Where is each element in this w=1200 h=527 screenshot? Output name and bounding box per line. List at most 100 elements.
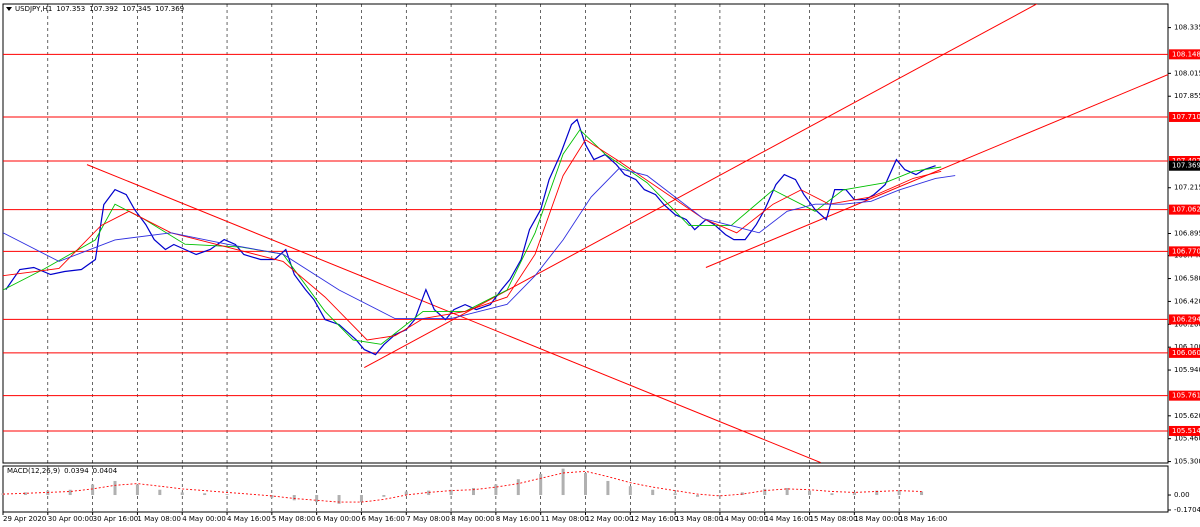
- level-label: 107.710: [1172, 113, 1200, 121]
- x-tick-label: 12 May 16:00: [630, 515, 678, 523]
- macd-bar: [471, 487, 475, 496]
- macd-bar: [315, 495, 319, 503]
- level-label-box: [1169, 425, 1200, 436]
- y-tick-label: 108.015: [1174, 69, 1200, 77]
- quote-value: 107.345: [122, 5, 151, 13]
- level-label-box: [1169, 49, 1200, 60]
- level-label-box: [1169, 390, 1200, 401]
- y-tick-label: 107.215: [1174, 184, 1200, 192]
- x-tick-label: 8 May 16:00: [496, 515, 540, 523]
- level-label: 106.060: [1172, 349, 1200, 357]
- macd-bar: [23, 492, 27, 496]
- macd-bar: [651, 489, 655, 496]
- macd-signal: [2, 470, 922, 503]
- price-line: [5, 118, 936, 356]
- macd-bar: [875, 490, 879, 496]
- macd-bar: [920, 491, 924, 496]
- level-label: 107.062: [1172, 206, 1200, 214]
- macd-bar: [516, 479, 520, 496]
- macd-bar: [696, 495, 700, 497]
- x-tick-label: 14 May 16:00: [765, 515, 813, 523]
- macd-bar: [270, 495, 274, 498]
- macd-bar: [382, 495, 386, 497]
- plot-area: [3, 4, 1168, 463]
- level-label: 105.761: [1172, 392, 1200, 400]
- level-label-box: [1169, 347, 1200, 358]
- macd-bar: [1, 493, 5, 496]
- quote-value: 0.0404: [93, 467, 118, 475]
- x-tick-label: 18 May 00:00: [854, 515, 902, 523]
- quote-value: 0.0394: [64, 467, 89, 475]
- macd-bar: [584, 473, 587, 496]
- macd-bar: [897, 490, 901, 496]
- macd-bar: [337, 495, 341, 504]
- moving-average: [3, 167, 956, 320]
- macd-bar: [763, 488, 767, 496]
- quote-value: 107.369: [155, 5, 184, 13]
- y-tick-label: 106.100: [1174, 343, 1200, 351]
- trendline: [705, 74, 1168, 268]
- macd-bar: [225, 494, 229, 496]
- x-tick-label: 4 May 16:00: [227, 515, 271, 523]
- indicator-name: MACD(12,26,9): [7, 467, 60, 475]
- macd-bar: [852, 492, 856, 496]
- y-tick-label: 106.580: [1174, 275, 1200, 283]
- macd-bar: [359, 495, 363, 503]
- x-tick-label: 1 May 08:00: [137, 515, 181, 523]
- level-label: 105.514: [1172, 427, 1200, 435]
- macd-bar: [673, 493, 677, 496]
- level-label: 106.294: [1172, 315, 1200, 323]
- y-tick-label: 106.420: [1174, 297, 1200, 305]
- x-tick-label: 30 Apr 00:00: [48, 515, 94, 523]
- current-price-label: 107.369: [1172, 162, 1200, 170]
- x-tick-label: 14 May 00:00: [720, 515, 768, 523]
- trendline: [364, 4, 1038, 369]
- x-tick-label: 11 May 08:00: [541, 515, 589, 523]
- macd-bar: [135, 484, 139, 496]
- x-tick-label: 13 May 08:00: [675, 515, 723, 523]
- macd-bar: [113, 480, 117, 496]
- macd-bar: [91, 484, 95, 496]
- macd-bar: [561, 468, 565, 496]
- y-tick-label: 107.855: [1174, 92, 1200, 100]
- macd-bar: [494, 484, 498, 496]
- macd-bar: [203, 493, 207, 496]
- y-tick-label: 0.00: [1174, 491, 1190, 499]
- x-tick-label: 6 May 00:00: [317, 515, 361, 523]
- macd-bar: [427, 490, 431, 496]
- macd-bar: [628, 486, 632, 496]
- macd-bar: [404, 491, 408, 496]
- level-label-box: [1169, 314, 1200, 325]
- quote-value: 107.392: [89, 5, 118, 13]
- current-price-box: [1169, 160, 1200, 171]
- x-tick-label: 15 May 08:00: [810, 515, 858, 523]
- level-label: 106.770: [1172, 247, 1200, 255]
- x-tick-label: 18 May 16:00: [899, 515, 947, 523]
- x-tick-label: 12 May 00:00: [586, 515, 634, 523]
- moving-average: [3, 129, 942, 345]
- macd-bar: [180, 492, 184, 496]
- x-tick-label: 8 May 00:00: [451, 515, 495, 523]
- macd-bar: [539, 473, 543, 496]
- menu-icon: [6, 7, 12, 11]
- chart-header: USDJPY,H1 107.353 107.392 107.345 107.369: [15, 5, 184, 13]
- y-tick-label: 106.895: [1174, 230, 1200, 238]
- x-tick-label: 4 May 00:00: [182, 515, 226, 523]
- x-tick-label: 6 May 16:00: [361, 515, 405, 523]
- macd-bar: [718, 495, 722, 496]
- y-tick-label: -0.1704: [1174, 506, 1200, 514]
- y-tick-label: 105.460: [1174, 435, 1200, 443]
- level-label-box: [1169, 111, 1200, 122]
- macd-bar: [68, 489, 72, 496]
- symbol: USDJPY,H1: [15, 5, 52, 13]
- macd-bar: [158, 489, 162, 496]
- macd-header: MACD(12,26,9) 0.0394 0.0404: [7, 467, 118, 475]
- quote-value: 107.353: [56, 5, 85, 13]
- macd-bar: [606, 480, 610, 496]
- moving-average: [3, 139, 942, 341]
- x-tick-label: 5 May 08:00: [272, 515, 316, 523]
- level-label-box: [1169, 246, 1200, 257]
- y-tick-label: 108.335: [1174, 24, 1200, 32]
